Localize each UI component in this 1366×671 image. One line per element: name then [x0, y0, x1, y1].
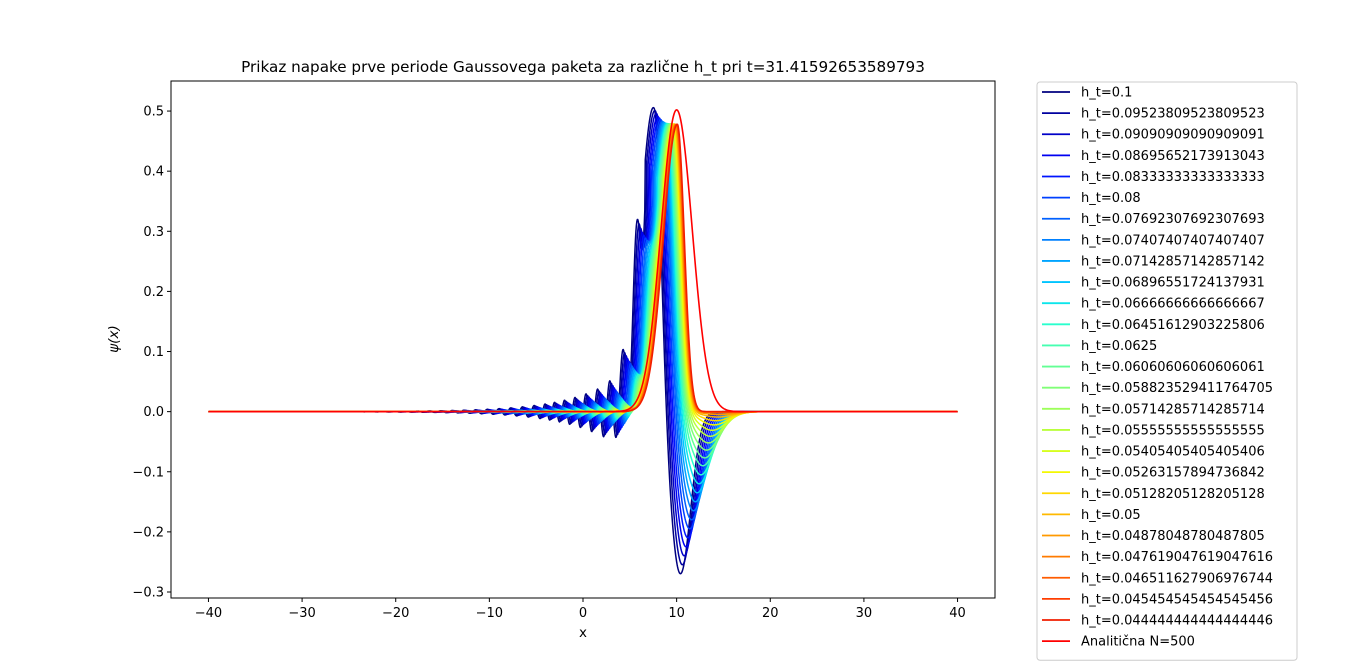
legend-entry-label: h_t=0.047619047619047616 [1081, 550, 1273, 565]
legend-entry-label: h_t=0.04878048780487805 [1081, 529, 1265, 544]
series-layer [208, 106, 958, 575]
legend-entry-label: h_t=0.06060606060606061 [1081, 360, 1265, 375]
legend-entry-label: h_t=0.0625 [1081, 339, 1157, 354]
y-tick-label: −0.3 [132, 585, 164, 600]
x-axis-ticks: −40 −30 −20 −10 0 10 20 30 40 [195, 598, 966, 621]
legend-entry-label: h_t=0.05714285714285714 [1081, 402, 1265, 417]
y-axis-label: ψ(x) [106, 325, 122, 352]
legend-entry-label: h_t=0.1 [1081, 86, 1132, 101]
x-tick-label: −10 [476, 606, 503, 621]
legend-entry-label: h_t=0.05405405405405406 [1081, 445, 1265, 460]
series-line [208, 123, 958, 444]
x-tick-label: −40 [195, 606, 222, 621]
y-tick-label: 0.4 [143, 165, 164, 180]
legend-entry-label: h_t=0.07692307692307693 [1081, 212, 1265, 227]
series-line [208, 112, 958, 557]
series-line [208, 120, 958, 521]
series-line [208, 121, 958, 512]
y-tick-label: 0.0 [143, 405, 164, 420]
series-line [208, 123, 958, 413]
legend-entry-label: h_t=0.045454545454545456 [1081, 592, 1273, 607]
legend: h_t=0.1 h_t=0.09523809523809523 h_t=0.0909… [1036, 81, 1298, 661]
series-line [208, 122, 958, 451]
series-line [208, 122, 958, 494]
legend-entry-label: h_t=0.05128205128205128 [1081, 487, 1265, 502]
legend-entry-label: h_t=0.08333333333333333 [1081, 170, 1265, 185]
legend-entry-label: h_t=0.06666666666666667 [1081, 297, 1265, 312]
legend-entry-label: h_t=0.044444444444444446 [1081, 614, 1273, 629]
x-tick-label: 0 [579, 606, 587, 621]
series-line [208, 123, 958, 432]
x-tick-label: −20 [382, 606, 409, 621]
x-tick-label: 20 [762, 606, 779, 621]
y-tick-label: 0.1 [143, 345, 164, 360]
legend-entry-label: h_t=0.08695652173913043 [1081, 149, 1265, 164]
y-tick-label: −0.1 [132, 465, 164, 480]
legend-entry-label: Analitična N=500 [1081, 635, 1195, 650]
legend-entry-label: h_t=0.08 [1081, 191, 1141, 206]
series-line [208, 123, 958, 416]
series-line [208, 123, 958, 413]
series-line [208, 121, 958, 503]
y-tick-label: 0.5 [143, 105, 164, 120]
legend-entry-label: h_t=0.05 [1081, 508, 1141, 523]
legend-entry-label: h_t=0.06896551724137931 [1081, 276, 1265, 291]
chart-title: Prikaz napake prve periode Gaussovega pa… [241, 58, 925, 77]
series-line [208, 123, 958, 422]
legend-entry-label: h_t=0.06451612903225806 [1081, 318, 1265, 333]
analytic-series-line [208, 109, 958, 413]
x-tick-label: 30 [856, 606, 873, 621]
x-axis-label: x [579, 625, 587, 641]
series-line [208, 122, 958, 438]
plot-frame [170, 80, 996, 599]
series-line [208, 122, 958, 485]
x-tick-label: 10 [668, 606, 685, 621]
series-line [208, 115, 958, 548]
series-line [208, 123, 958, 426]
legend-frame [1036, 81, 1298, 661]
y-axis-ticks: −0.3 −0.2 −0.1 0.0 0.1 0.2 0.3 0.4 0.5 [132, 105, 171, 600]
legend-entry-label: h_t=0.07407407407407407 [1081, 233, 1265, 248]
y-tick-label: 0.3 [143, 225, 164, 240]
y-tick-label: −0.2 [132, 525, 164, 540]
legend-entry-label: h_t=0.058823529411764705 [1081, 381, 1273, 396]
legend-entry-label: h_t=0.046511627906976744 [1081, 571, 1273, 586]
legend-entry-label: h_t=0.09090909090909091 [1081, 128, 1265, 143]
legend-entry-label: h_t=0.05263157894736842 [1081, 466, 1265, 481]
x-tick-label: 40 [949, 606, 966, 621]
series-line [208, 123, 958, 418]
y-tick-label: 0.2 [143, 285, 164, 300]
series-line [208, 123, 958, 413]
series-line [208, 106, 958, 575]
series-line [208, 117, 958, 539]
series-line [208, 109, 958, 566]
series-line [208, 118, 958, 530]
series-line [208, 123, 958, 414]
legend-entry-label: h_t=0.05555555555555555 [1081, 423, 1265, 438]
legend-entry-label: h_t=0.07142857142857142 [1081, 254, 1265, 269]
x-tick-label: −30 [288, 606, 315, 621]
legend-entry-label: h_t=0.09523809523809523 [1081, 107, 1265, 122]
